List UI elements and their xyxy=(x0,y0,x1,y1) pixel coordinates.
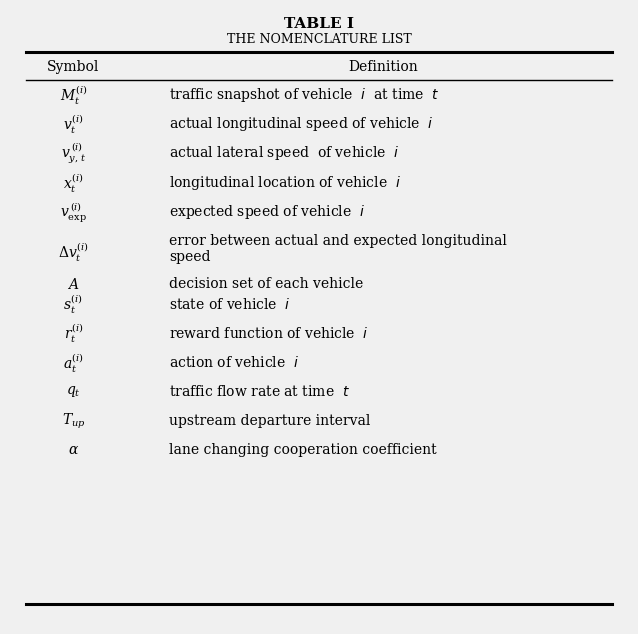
Text: action of vehicle  $i$: action of vehicle $i$ xyxy=(169,355,299,370)
Text: decision set of each vehicle: decision set of each vehicle xyxy=(169,277,363,291)
Text: $T_{up}$: $T_{up}$ xyxy=(62,411,85,430)
Text: expected speed of vehicle  $i$: expected speed of vehicle $i$ xyxy=(169,203,365,221)
Text: state of vehicle  $i$: state of vehicle $i$ xyxy=(169,297,290,312)
Text: $A$: $A$ xyxy=(67,276,80,292)
Text: TABLE I: TABLE I xyxy=(284,17,354,31)
Text: $a_t^{(i)}$: $a_t^{(i)}$ xyxy=(63,351,84,375)
Text: actual lateral speed  of vehicle  $i$: actual lateral speed of vehicle $i$ xyxy=(169,145,399,162)
Text: $x_t^{(i)}$: $x_t^{(i)}$ xyxy=(63,171,84,195)
Text: $\alpha$: $\alpha$ xyxy=(68,443,79,457)
Text: $q_t$: $q_t$ xyxy=(66,384,81,399)
Text: longitudinal location of vehicle  $i$: longitudinal location of vehicle $i$ xyxy=(169,174,401,191)
Text: upstream departure interval: upstream departure interval xyxy=(169,414,371,428)
Text: Symbol: Symbol xyxy=(47,60,100,74)
Text: traffic flow rate at time  $t$: traffic flow rate at time $t$ xyxy=(169,384,350,399)
Text: $v_{y,\,t}^{\,(i)}$: $v_{y,\,t}^{\,(i)}$ xyxy=(61,141,86,166)
Text: $s_t^{(i)}$: $s_t^{(i)}$ xyxy=(63,292,84,316)
Text: traffic snapshot of vehicle  $i$  at time  $t$: traffic snapshot of vehicle $i$ at time … xyxy=(169,86,440,104)
Text: Definition: Definition xyxy=(348,60,418,74)
Text: error between actual and expected longitudinal: error between actual and expected longit… xyxy=(169,234,507,248)
Text: $\Delta v_t^{(i)}$: $\Delta v_t^{(i)}$ xyxy=(58,240,89,264)
Text: actual longitudinal speed of vehicle  $i$: actual longitudinal speed of vehicle $i$ xyxy=(169,115,434,133)
Text: $r_t^{(i)}$: $r_t^{(i)}$ xyxy=(64,321,83,346)
Text: $M_t^{(i)}$: $M_t^{(i)}$ xyxy=(59,83,87,107)
Text: reward function of vehicle  $i$: reward function of vehicle $i$ xyxy=(169,326,369,341)
Text: $v_{\mathrm{exp}}^{\,(i)}$: $v_{\mathrm{exp}}^{\,(i)}$ xyxy=(60,200,87,224)
Text: THE NOMENCLATURE LIST: THE NOMENCLATURE LIST xyxy=(226,33,412,46)
Text: $v_t^{(i)}$: $v_t^{(i)}$ xyxy=(63,112,84,136)
Text: speed: speed xyxy=(169,250,211,264)
Text: lane changing cooperation coefficient: lane changing cooperation coefficient xyxy=(169,443,436,457)
